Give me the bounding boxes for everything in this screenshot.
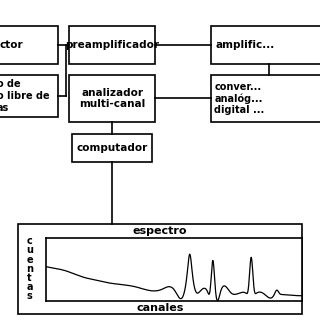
Text: conver...
analóg...
digital ...: conver... analóg... digital ... <box>214 82 265 115</box>
FancyBboxPatch shape <box>211 26 320 64</box>
Text: ctor: ctor <box>0 40 23 50</box>
Text: amplific...: amplific... <box>215 40 274 50</box>
Text: o de
o libre de
as: o de o libre de as <box>0 79 49 113</box>
FancyBboxPatch shape <box>18 224 302 314</box>
Text: canales: canales <box>136 303 184 313</box>
FancyBboxPatch shape <box>72 134 152 162</box>
FancyBboxPatch shape <box>211 75 320 122</box>
Text: computador: computador <box>76 143 148 153</box>
Text: preamplificador: preamplificador <box>65 40 159 50</box>
Text: analizador
multi-canal: analizador multi-canal <box>79 88 145 109</box>
FancyBboxPatch shape <box>69 75 155 122</box>
FancyBboxPatch shape <box>0 75 58 117</box>
Text: espectro: espectro <box>133 226 187 236</box>
FancyBboxPatch shape <box>0 26 58 64</box>
FancyBboxPatch shape <box>69 26 155 64</box>
Text: c
u
e
n
t
a
s: c u e n t a s <box>26 236 33 301</box>
